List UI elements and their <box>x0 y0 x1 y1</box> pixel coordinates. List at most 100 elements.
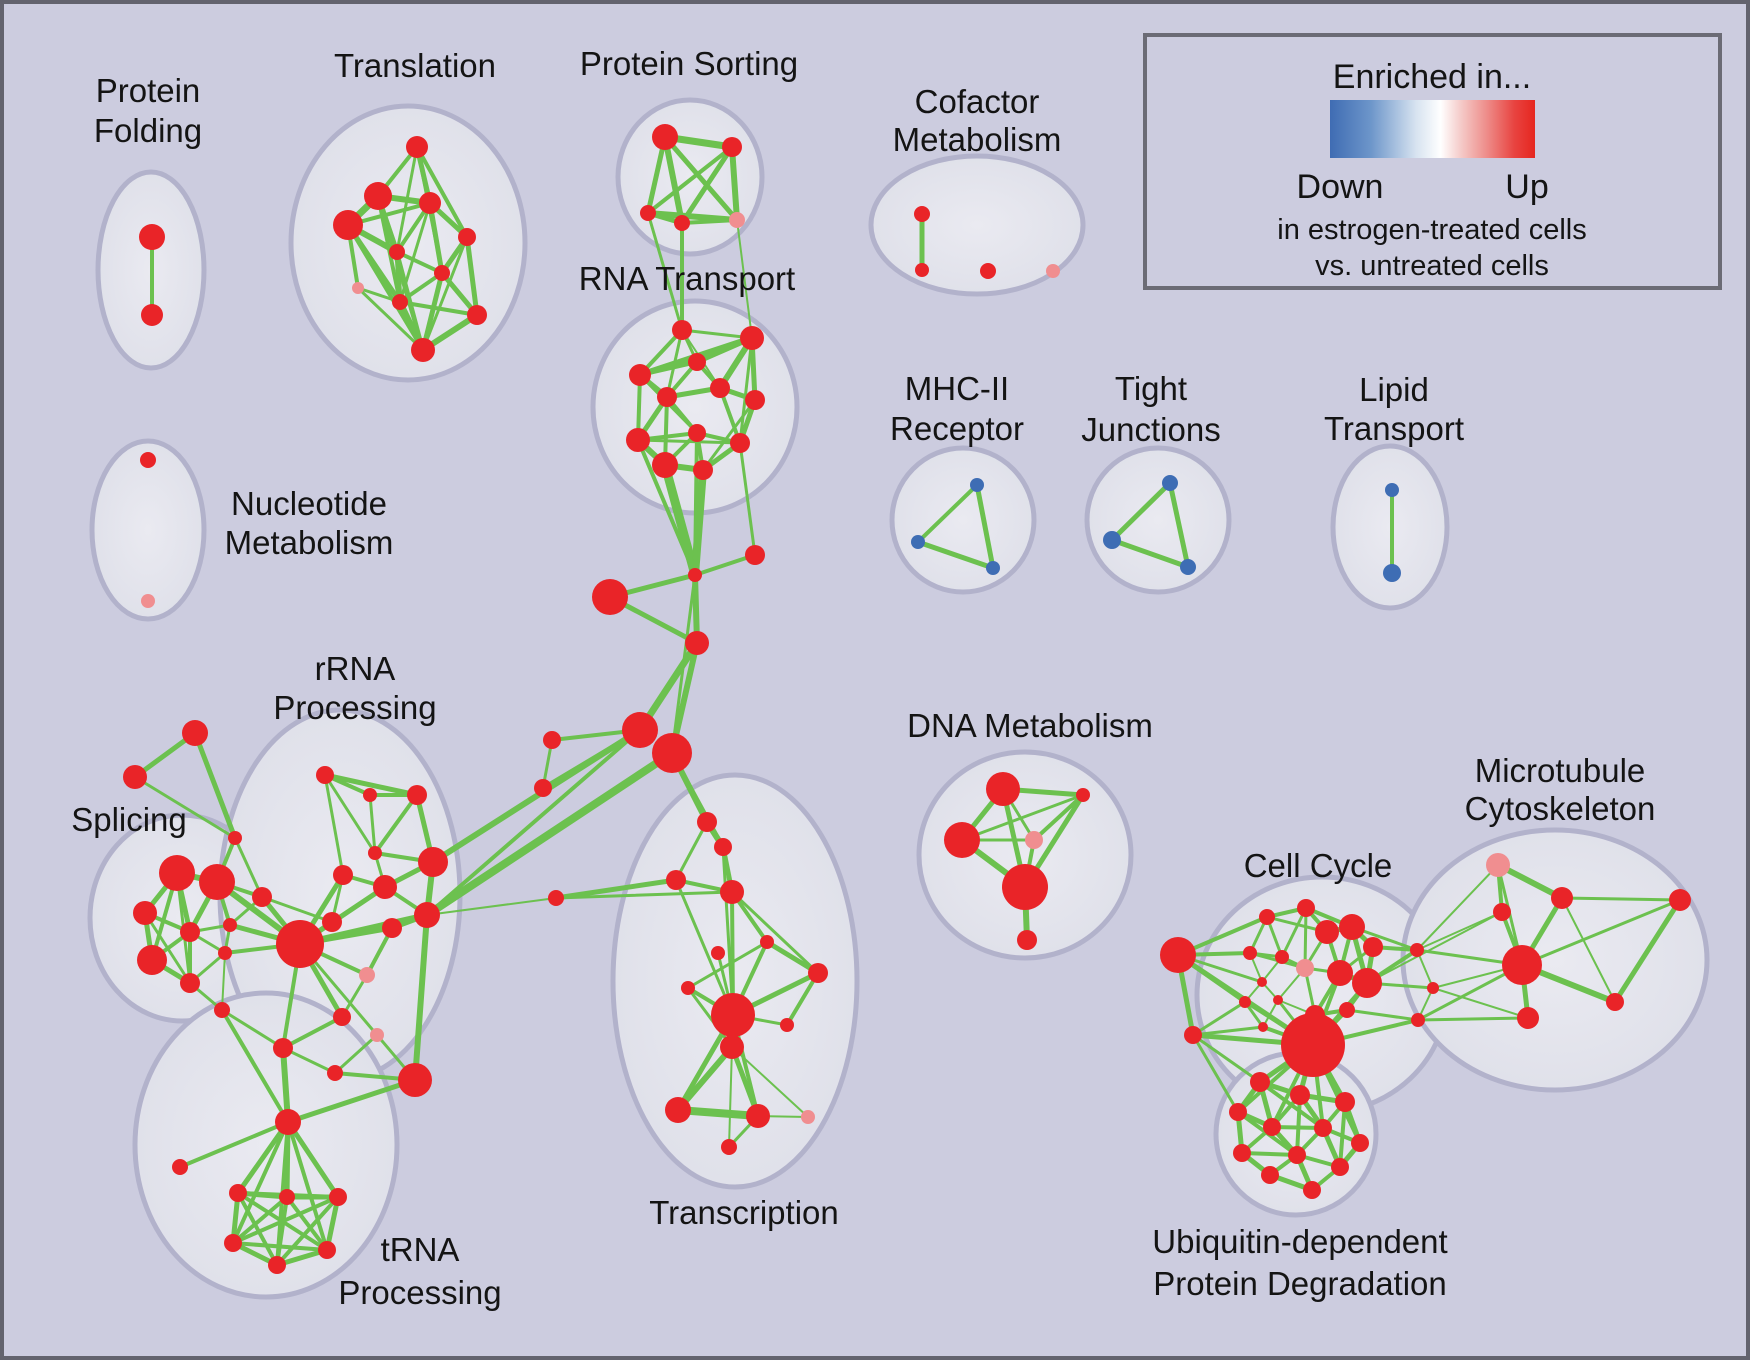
gene-set-node-j3 <box>685 631 709 655</box>
gene-set-node-rr16 <box>370 1028 384 1042</box>
network-edge <box>398 300 479 317</box>
network-edge <box>1240 1151 1299 1157</box>
gene-set-node-cc18 <box>1339 1002 1355 1018</box>
gene-set-node-nm2 <box>141 594 155 608</box>
gene-set-node-ccG <box>1281 1013 1345 1077</box>
gene-set-node-tri1 <box>182 720 208 746</box>
cluster-label-protein-sorting: Protein Sorting <box>580 45 798 82</box>
cluster-label-nucleotide-metabolism: Metabolism <box>225 524 394 561</box>
gene-set-node-tr11 <box>411 338 435 362</box>
gene-set-node-sp7 <box>180 973 200 993</box>
gene-set-node-cf3 <box>980 263 996 279</box>
network-edge <box>1109 480 1173 543</box>
cluster-label-cell-cycle: Cell Cycle <box>1244 847 1393 884</box>
gene-set-node-cf1 <box>914 206 930 222</box>
gene-set-node-s1 <box>543 731 561 749</box>
gene-set-node-rr3 <box>407 785 427 805</box>
network-edge <box>356 286 425 352</box>
gene-set-node-dm2 <box>1076 788 1090 802</box>
gene-set-node-tj1 <box>1162 475 1178 491</box>
network-edge <box>686 940 769 990</box>
cluster-label-microtubule-cytoskeleton: Cytoskeleton <box>1465 790 1656 827</box>
network-edge <box>553 877 679 901</box>
cluster-label-dna-metabolism: DNA Metabolism <box>907 707 1153 744</box>
network-edge <box>231 1120 290 1245</box>
network-edge <box>286 1120 329 1252</box>
legend-subtitle-line2: vs. untreated cells <box>1315 250 1549 282</box>
network-edge <box>1432 987 1529 1019</box>
gene-set-node-rrhub <box>276 920 324 968</box>
gene-set-node-cc2 <box>1184 1026 1202 1044</box>
gene-set-node-rt7 <box>745 390 765 410</box>
network-edge <box>425 728 642 917</box>
gene-set-node-cc13 <box>1257 977 1267 987</box>
gene-set-node-cc3 <box>1259 909 1275 925</box>
network-edge <box>1416 1016 1530 1022</box>
gene-set-node-sp10 <box>252 887 272 907</box>
gene-set-node-rr15 <box>327 1065 343 1081</box>
gene-set-node-rr9 <box>414 902 440 928</box>
cluster-label-mhc-ii-receptor: MHC-II <box>905 370 1009 407</box>
gene-set-node-cc16 <box>1258 1022 1268 1032</box>
gene-set-node-lt1 <box>1385 483 1399 497</box>
network-edge <box>1366 911 1503 984</box>
gene-set-node-rr5 <box>368 846 382 860</box>
network-edge <box>662 134 685 226</box>
network-edge <box>324 1194 341 1253</box>
gene-set-node-b2 <box>652 733 692 773</box>
gene-set-node-tphub <box>275 1109 301 1135</box>
gene-set-node-rt6 <box>657 387 677 407</box>
gene-set-node-tr9 <box>392 294 408 310</box>
network-edge <box>1109 537 1191 570</box>
gene-set-node-lt2 <box>1383 564 1401 582</box>
gene-set-node-ps3 <box>640 205 656 221</box>
gene-set-node-tp3 <box>329 1188 347 1206</box>
network-edge <box>220 1008 290 1124</box>
gene-set-node-tri3 <box>228 831 242 845</box>
network-edge <box>133 775 237 840</box>
gene-set-node-dm5 <box>1002 864 1048 910</box>
network-edge <box>221 952 226 1011</box>
cluster-label-transcription: Transcription <box>649 1194 839 1231</box>
gene-set-node-mh3 <box>986 561 1000 575</box>
cluster-label-splicing: Splicing <box>71 801 187 838</box>
network-edge <box>1167 480 1191 570</box>
network-edge <box>675 1044 735 1113</box>
gene-set-node-tj3 <box>1180 559 1196 575</box>
cluster-ellipse-nucleotide-metabolism <box>89 438 207 622</box>
gene-set-node-cc9 <box>1339 914 1365 940</box>
gene-set-node-tr6 <box>389 244 405 260</box>
network-edge <box>395 250 425 352</box>
gene-set-node-cc6 <box>1275 950 1289 964</box>
network-edge <box>236 1191 279 1267</box>
gene-set-node-rt5 <box>710 378 730 398</box>
gene-set-node-cc5 <box>1243 946 1257 960</box>
gene-set-node-tp4 <box>224 1234 242 1252</box>
network-edge <box>1295 1093 1302 1157</box>
gene-set-node-j2 <box>745 545 765 565</box>
legend: Enriched in... Down Up in estrogen-treat… <box>1143 33 1722 290</box>
network-edge <box>1495 862 1565 901</box>
network-edge <box>464 234 480 318</box>
gene-set-node-rr10 <box>382 918 402 938</box>
network-edge <box>398 271 444 304</box>
gene-set-node-rt3 <box>688 353 706 371</box>
network-edge <box>430 727 643 865</box>
gene-set-node-sp9 <box>214 1002 230 1018</box>
gene-set-node-t12 <box>665 1097 691 1123</box>
network-edge <box>738 336 754 445</box>
network-edge <box>395 250 444 275</box>
gene-set-node-sp5 <box>223 918 237 932</box>
gene-set-node-mtp <box>1486 853 1510 877</box>
gene-set-node-rt11 <box>652 452 678 478</box>
gene-set-node-tp2 <box>279 1189 295 1205</box>
cluster-label-microtubule-cytoskeleton: Microtubule <box>1475 752 1646 789</box>
network-edge <box>915 539 996 571</box>
gene-set-node-t3 <box>666 870 686 890</box>
gene-set-node-mt1 <box>1551 887 1573 909</box>
gene-set-node-s2 <box>534 779 552 797</box>
cluster-ellipse-microtubule-cytoskeleton <box>1400 827 1710 1093</box>
gene-set-node-cc10 <box>1363 937 1383 957</box>
cluster-label-ubiquitin-degradation: Ubiquitin-dependent <box>1152 1223 1447 1260</box>
